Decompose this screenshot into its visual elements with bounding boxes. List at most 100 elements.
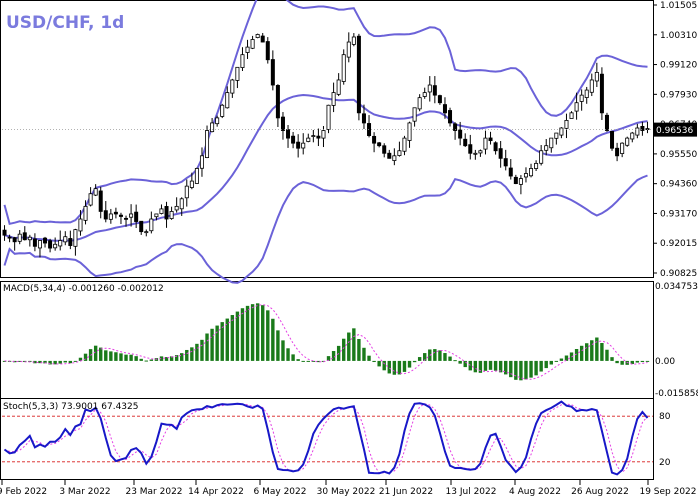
candle-body <box>296 141 301 149</box>
macd-bar <box>149 359 154 361</box>
candle-body <box>402 137 407 152</box>
macd-bar <box>245 305 250 361</box>
macd-bar <box>195 343 199 361</box>
macd-bar <box>463 360 467 368</box>
candle-body <box>458 129 463 139</box>
candle-body <box>98 190 103 212</box>
candle-body <box>625 137 630 146</box>
macd-bar <box>488 360 493 370</box>
macd-bar <box>311 360 316 362</box>
candle-body <box>361 113 366 124</box>
candle-body <box>113 211 118 215</box>
macd-bar <box>255 303 260 361</box>
macd-bar <box>119 353 123 361</box>
macd-bar <box>357 338 361 361</box>
candle-body <box>48 240 53 249</box>
candle-body <box>63 236 68 243</box>
candle-body <box>103 210 108 220</box>
candle-body <box>589 79 594 93</box>
candle-body <box>22 232 27 241</box>
macd-bar <box>509 360 513 378</box>
candle-body <box>215 117 220 125</box>
candle-body <box>144 231 149 234</box>
macd-bar <box>331 351 336 361</box>
macd-bar <box>352 328 356 361</box>
candle-body <box>422 92 427 97</box>
candle-body <box>534 162 539 169</box>
macd-bar <box>529 360 533 378</box>
candle-body <box>559 127 564 136</box>
candle-body <box>412 107 417 122</box>
macd-bar <box>281 340 285 361</box>
candle-body <box>508 167 513 177</box>
candle-body <box>189 180 194 188</box>
candle-body <box>280 116 285 131</box>
macd-bar <box>478 360 483 373</box>
macd-bar <box>73 360 78 362</box>
macd-bar <box>124 354 128 361</box>
macd-bar <box>377 360 381 367</box>
candle-body <box>635 127 640 136</box>
macd-bar <box>640 360 645 363</box>
macd-bar <box>402 360 407 372</box>
macd-bar <box>362 347 366 361</box>
candle-body <box>83 205 88 221</box>
macd-bar <box>600 342 604 361</box>
candle-body <box>139 220 144 233</box>
macd-axis-label: 0.034753 <box>655 282 698 292</box>
macd-bar <box>387 360 391 374</box>
candle-body <box>372 135 377 144</box>
candle-body <box>503 158 508 167</box>
macd-bar <box>372 360 376 363</box>
candle-body <box>493 142 498 152</box>
macd-series <box>2 303 650 381</box>
candle-body <box>341 54 346 82</box>
candle-body <box>407 122 412 141</box>
macd-bar <box>286 348 290 361</box>
candle-body <box>124 217 129 220</box>
macd-bar <box>210 328 214 361</box>
candle-body <box>174 205 179 211</box>
macd-bar <box>514 360 518 380</box>
macd-bar <box>109 351 113 361</box>
candle-body <box>321 130 326 139</box>
candle-body <box>513 176 518 185</box>
candle-body <box>620 142 625 154</box>
candle-body <box>382 145 387 154</box>
stoch-label: Stoch(5,3,3) 73.9001 67.4325 <box>3 402 138 412</box>
macd-bar <box>316 360 321 363</box>
candle-body <box>129 213 134 218</box>
candle-body <box>610 131 615 149</box>
macd-bar <box>93 345 98 361</box>
candle-body <box>523 173 528 178</box>
macd-bar <box>174 355 179 361</box>
macd-bar <box>104 350 108 361</box>
candle-body <box>73 229 78 247</box>
candle-body <box>488 137 493 142</box>
macd-panel-frame <box>0 281 654 399</box>
macd-bar <box>564 355 569 361</box>
candle-body <box>17 233 22 242</box>
stoch-axis-label: 80 <box>659 412 671 422</box>
macd-bar <box>615 360 619 364</box>
candle-body <box>58 240 63 247</box>
candle-body <box>88 193 93 206</box>
macd-bar <box>605 349 609 361</box>
macd-bar <box>276 330 280 361</box>
macd-bar <box>271 318 275 361</box>
candle-body <box>210 122 215 133</box>
macd-bar <box>48 360 52 365</box>
price-tick-label: 0.94360 <box>660 180 697 190</box>
candle-body <box>169 211 174 219</box>
macd-bar <box>412 360 417 363</box>
macd-bar <box>595 337 599 361</box>
candle-body <box>93 188 98 196</box>
macd-bar <box>397 360 402 375</box>
macd-bar <box>291 354 295 361</box>
candle-body <box>594 71 599 82</box>
candle-body <box>32 238 37 247</box>
candle-body <box>640 126 645 131</box>
